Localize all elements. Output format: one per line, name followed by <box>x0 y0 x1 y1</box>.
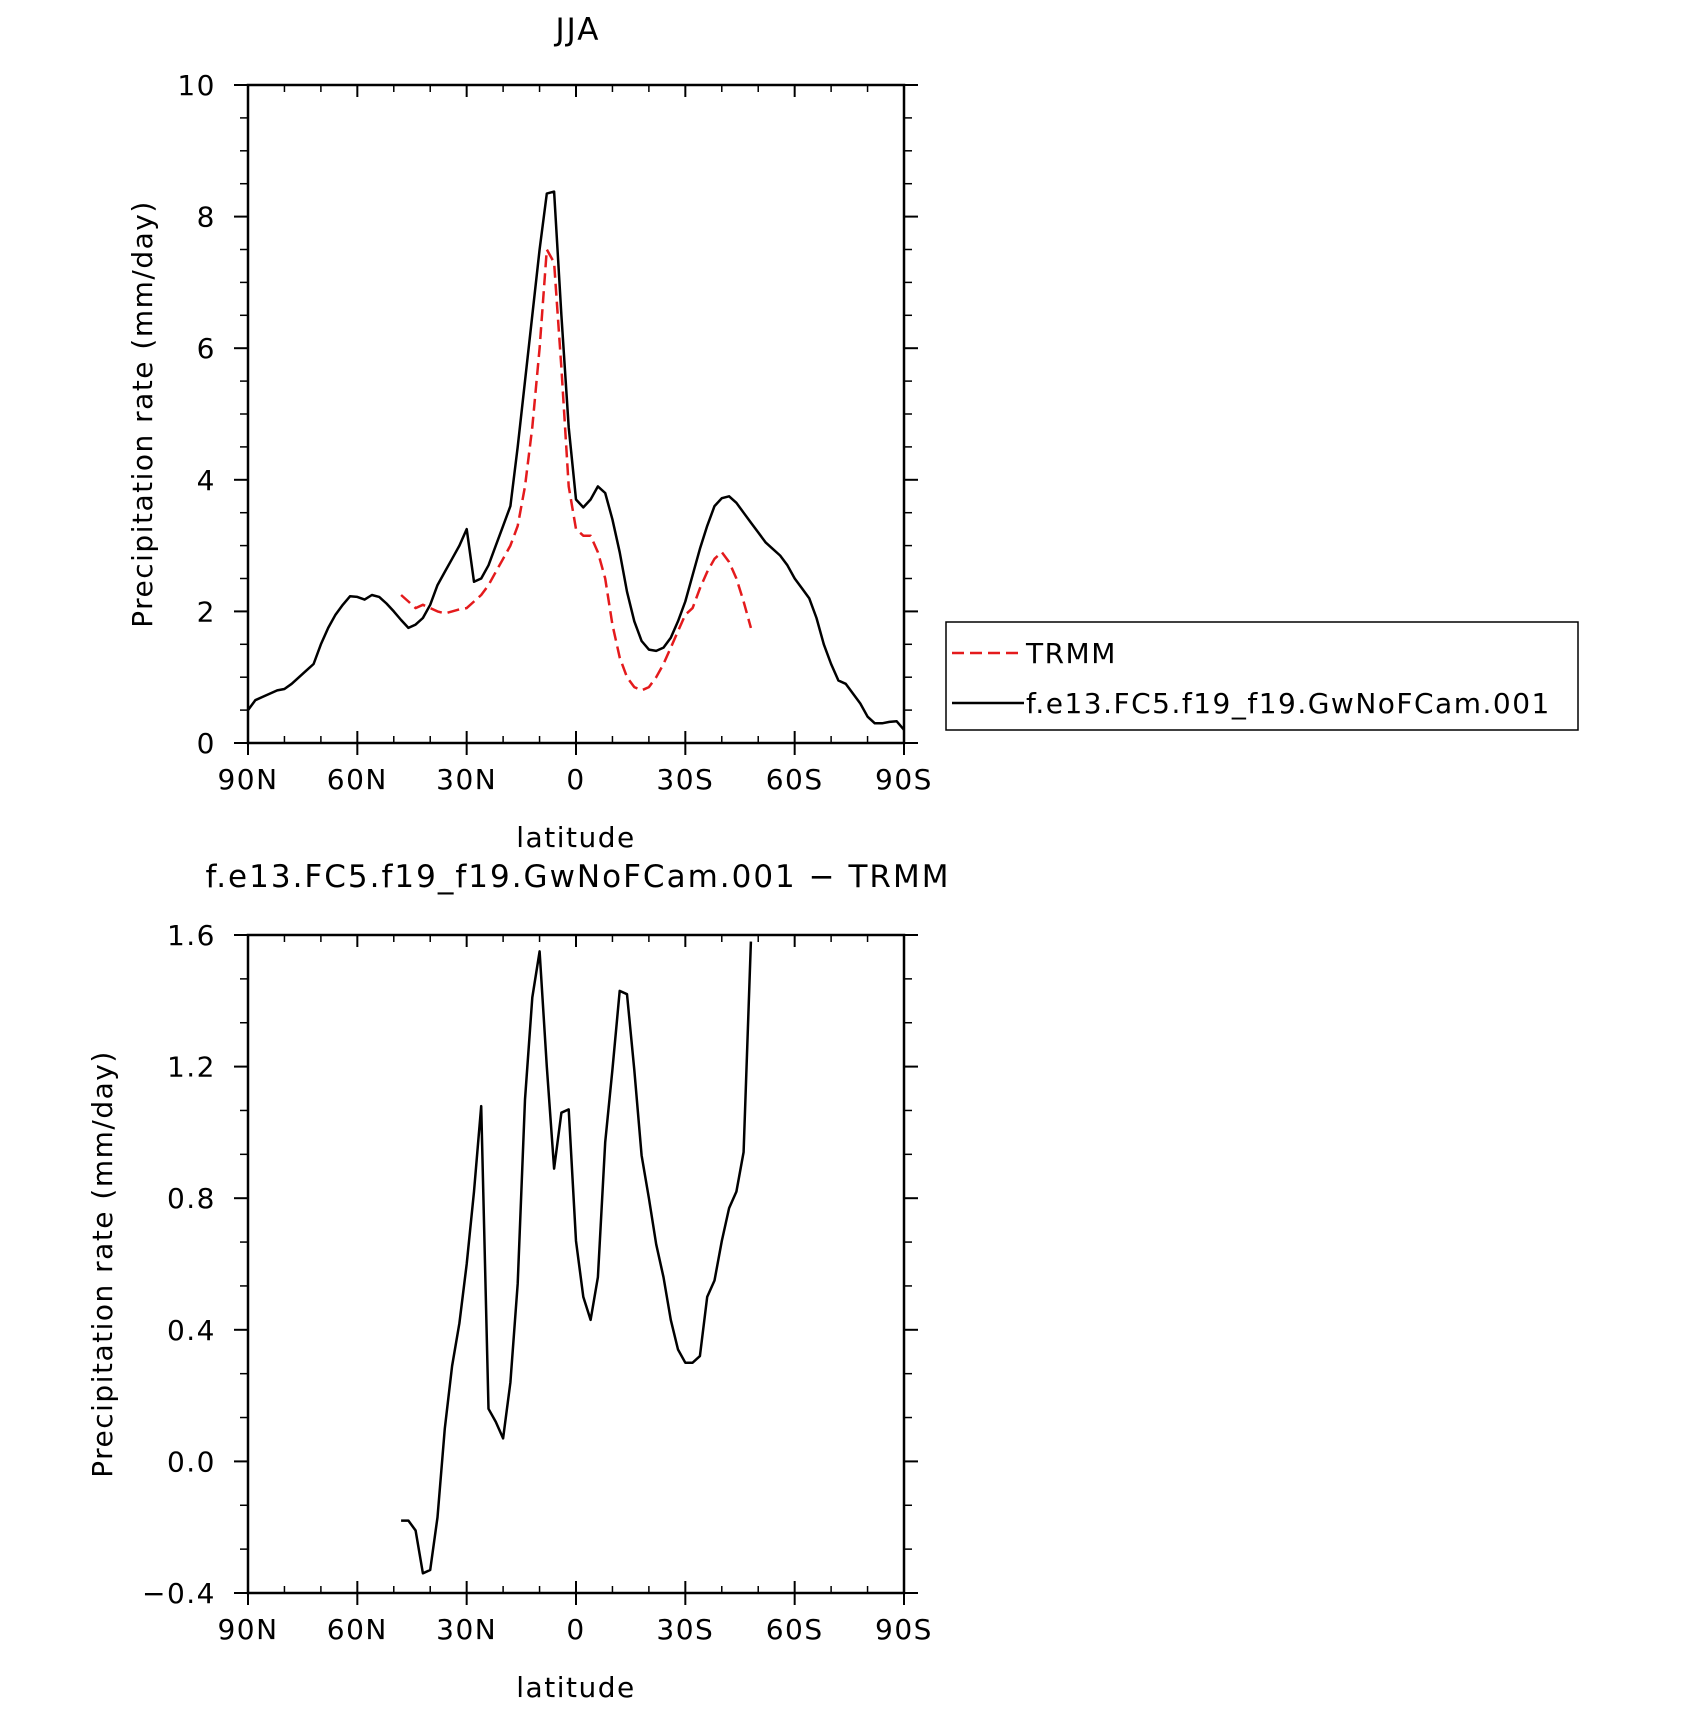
bottom-panel: f.e13.FC5.f19_f19.GwNoFCam.001 − TRMM 90… <box>86 859 951 1704</box>
top-x-tick-label: 60N <box>327 763 388 796</box>
bottom-x-tick-label: 30S <box>656 1613 714 1646</box>
top-y-tick-label: 0 <box>197 727 216 760</box>
top-series-line-0 <box>400 248 753 692</box>
top-series-lines <box>246 190 905 731</box>
top-x-tick-label: 0 <box>566 763 585 796</box>
bottom-x-tick-label: 90N <box>217 1613 278 1646</box>
bottom-x-tick-label: 60S <box>766 1613 824 1646</box>
top-y-tick-label: 4 <box>197 464 216 497</box>
top-chart-title: JJA <box>554 12 601 48</box>
bottom-y-tick-label: 1.6 <box>167 919 216 952</box>
bottom-y-tick-label: 0.0 <box>167 1445 216 1478</box>
bottom-series-lines <box>401 941 753 1575</box>
top-y-tick-label: 2 <box>197 595 216 628</box>
bottom-x-tick-label: 60N <box>327 1613 388 1646</box>
top-y-tick-label: 6 <box>197 332 216 365</box>
bottom-plot-frame <box>246 933 906 1595</box>
bottom-y-tick-label: 1.2 <box>167 1051 216 1084</box>
top-y-tick-label: 10 <box>177 69 216 102</box>
bottom-series-line-0 <box>401 941 753 1575</box>
top-x-tick-label: 30S <box>656 763 714 796</box>
bottom-chart-title: f.e13.FC5.f19_f19.GwNoFCam.001 − TRMM <box>206 859 951 895</box>
bottom-y-tick-label: −0.4 <box>142 1577 216 1610</box>
legend-label-trmm: TRMM <box>1025 637 1117 670</box>
bottom-x-axis-label: latitude <box>516 1671 635 1704</box>
top-x-tick-label: 90N <box>217 763 278 796</box>
bottom-axis-ticks: 90N 60N 30N 0 30S 60S 90S −0.4 0.0 0.4 0.8 1.2 1.6 <box>142 919 933 1646</box>
top-plot-frame <box>246 83 906 745</box>
legend: TRMM f.e13.FC5.f19_f19.GwNoFCam.001 <box>945 621 1579 731</box>
top-x-tick-label: 60S <box>766 763 824 796</box>
top-x-tick-label: 30N <box>436 763 497 796</box>
bottom-x-tick-label: 90S <box>875 1613 933 1646</box>
bottom-y-axis-label: Precipitation rate (mm/day) <box>86 1050 119 1478</box>
bottom-x-tick-label: 0 <box>566 1613 585 1646</box>
bottom-y-tick-label: 0.4 <box>167 1314 216 1347</box>
top-x-tick-label: 90S <box>875 763 933 796</box>
top-y-axis-label: Precipitation rate (mm/day) <box>126 200 159 628</box>
top-y-tick-label: 8 <box>197 201 216 234</box>
legend-box <box>945 621 1579 731</box>
legend-label-model: f.e13.FC5.f19_f19.GwNoFCam.001 <box>1026 687 1551 720</box>
bottom-x-tick-label: 30N <box>436 1613 497 1646</box>
top-axis-ticks: 90N 60N 30N 0 30S 60S 90S 0 2 4 6 8 10 <box>177 69 933 796</box>
top-x-axis-label: latitude <box>516 821 635 854</box>
bottom-y-tick-label: 0.8 <box>167 1182 216 1215</box>
top-series-line-1 <box>246 190 905 731</box>
